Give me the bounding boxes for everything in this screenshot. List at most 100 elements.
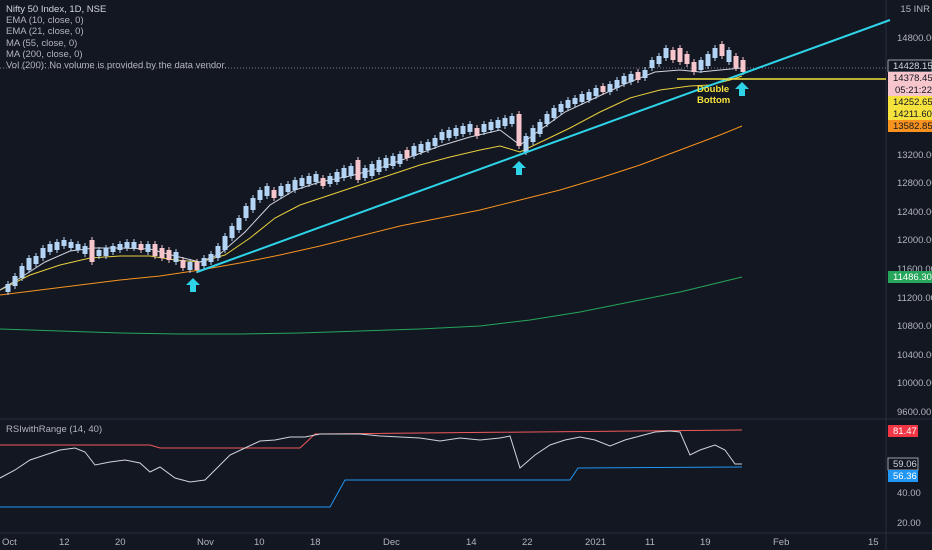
candle	[341, 168, 347, 178]
price-tick: 11600.00	[897, 264, 932, 275]
trendline[interactable]	[196, 19, 891, 273]
candle	[544, 114, 550, 124]
candle	[26, 258, 32, 270]
study-volume[interactable]: Vol (200): No volume is provided by the …	[6, 60, 227, 72]
price-tick: 10800.00	[897, 321, 932, 332]
candle	[229, 226, 235, 238]
candle	[705, 54, 711, 66]
candle	[649, 60, 655, 68]
candles[interactable]	[5, 41, 746, 295]
candle	[621, 76, 627, 84]
candle	[481, 124, 487, 132]
candle	[173, 252, 179, 262]
countdown-tag	[888, 84, 932, 96]
candle	[180, 260, 186, 268]
time-label: 2021	[585, 537, 606, 548]
candle	[614, 80, 620, 88]
candle	[383, 158, 389, 168]
candle	[96, 250, 102, 256]
chart-legend: Nifty 50 Index, 1D, NSE EMA (10, close, …	[6, 4, 227, 71]
candle	[201, 258, 207, 266]
study-ma55[interactable]: MA (55, close, 0)	[6, 37, 78, 49]
price-axis[interactable]: 14800.00 13200.00 12800.00 12400.00 1200…	[897, 33, 932, 418]
time-label: Oct	[2, 537, 17, 548]
price-tick: 9600.00	[897, 407, 931, 418]
price-tag-ema10	[888, 96, 932, 108]
candle	[390, 156, 396, 166]
candle	[222, 236, 228, 250]
candle	[600, 86, 606, 92]
candle	[565, 100, 571, 108]
candle	[460, 126, 466, 134]
currency-label[interactable]: 15 INR	[900, 4, 930, 15]
ma200-line	[0, 276, 743, 335]
time-label: 18	[310, 537, 321, 548]
price-tick: 12000.00	[897, 235, 932, 246]
time-axis[interactable]: Oct 12 20 Nov 10 18 Dec 14 22 2021 11 19…	[2, 537, 879, 548]
rsi-lower-band	[0, 466, 743, 508]
candle	[306, 176, 312, 184]
candle	[12, 276, 18, 286]
ma55-line	[0, 125, 743, 296]
candle	[572, 98, 578, 104]
up-arrow-icon	[186, 278, 200, 292]
candle	[537, 122, 543, 134]
candle	[558, 104, 564, 112]
candle	[376, 160, 382, 172]
candle	[733, 56, 739, 68]
candle	[124, 242, 130, 248]
candle	[285, 184, 291, 192]
candle	[369, 164, 375, 176]
symbol-title[interactable]: Nifty 50 Index, 1D, NSE	[6, 4, 107, 15]
candle	[152, 244, 158, 256]
price-tag-close	[888, 72, 932, 84]
candle	[663, 48, 669, 58]
candle	[523, 136, 529, 152]
rsi-axis[interactable]: 40.00 20.00 81.47 59.06 56.36	[887, 425, 921, 529]
candle	[348, 166, 354, 176]
time-label: 10	[254, 537, 265, 548]
price-tick: 12400.00	[897, 207, 932, 218]
rsi-tick: 20.00	[897, 518, 921, 529]
price-tag-close-text: 14378.45	[893, 73, 932, 84]
candle	[635, 72, 641, 80]
price-tick: 14800.00	[897, 33, 932, 44]
candle	[726, 50, 732, 62]
rsi-title[interactable]: RSIwithRange (14, 40)	[6, 424, 103, 435]
candle	[82, 246, 88, 254]
price-tag-ema21-text: 14211.60	[893, 109, 932, 120]
countdown-text: 05:21:22	[895, 85, 932, 96]
candle	[61, 240, 67, 246]
study-ema10[interactable]: EMA (10, close, 0)	[6, 15, 84, 27]
candle	[453, 128, 459, 136]
study-ma200[interactable]: MA (200, close, 0)	[6, 48, 83, 60]
study-ema21[interactable]: EMA (21, close, 0)	[6, 26, 84, 38]
candle	[117, 244, 123, 250]
price-tick: 12800.00	[897, 178, 932, 189]
candle	[418, 144, 424, 152]
candle	[320, 178, 326, 186]
rsi-tick: 40.00	[897, 488, 921, 499]
candle	[47, 244, 53, 252]
candle	[243, 206, 249, 218]
rsi-lower-tag	[888, 470, 918, 482]
currency-top-tick: 15	[900, 4, 911, 15]
ema21-line	[0, 75, 743, 291]
candle	[187, 262, 193, 270]
candle	[607, 84, 613, 92]
candle	[411, 146, 417, 156]
candle	[68, 242, 74, 248]
price-tick: 10000.00	[897, 378, 932, 389]
candle	[446, 130, 452, 138]
candle	[5, 284, 11, 292]
price-tag-ema21	[888, 108, 932, 120]
candle	[257, 190, 263, 200]
candle	[593, 88, 599, 96]
time-label: 11	[645, 537, 655, 548]
candle	[355, 160, 361, 180]
time-label: Dec	[383, 537, 400, 548]
candle	[54, 242, 60, 250]
price-tag-ma55	[888, 120, 932, 132]
price-tag-ma55-text: 13582.85	[893, 121, 932, 132]
